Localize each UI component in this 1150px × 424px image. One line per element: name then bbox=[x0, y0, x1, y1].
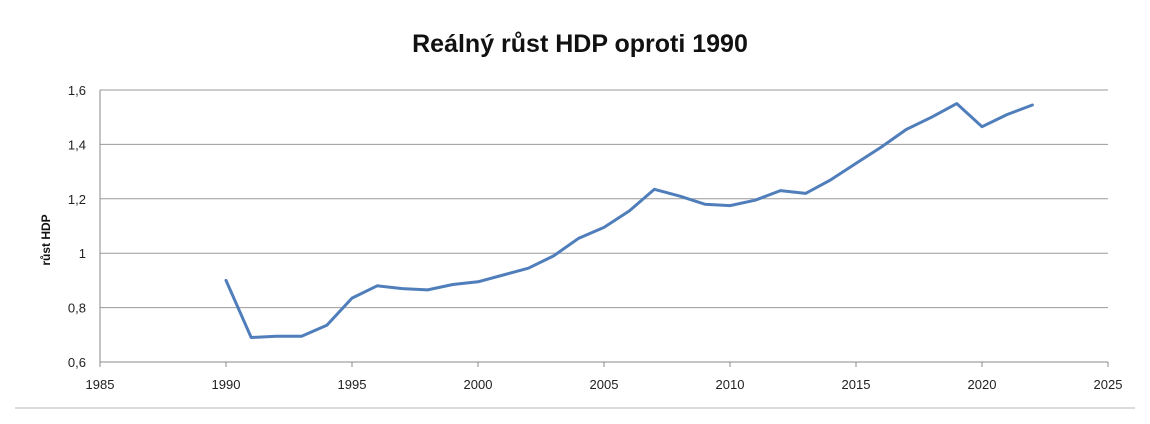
y-tick-label: 1 bbox=[79, 246, 86, 261]
x-tick-label: 2025 bbox=[1094, 377, 1123, 392]
x-tick-label: 1990 bbox=[212, 377, 241, 392]
x-tick-label: 1985 bbox=[86, 377, 115, 392]
series-line bbox=[224, 102, 1034, 339]
x-tick-label: 2015 bbox=[842, 377, 871, 392]
y-tick-label: 1,6 bbox=[68, 83, 86, 98]
y-tick-label: 0,6 bbox=[68, 355, 86, 370]
y-tick-label: 1,4 bbox=[68, 137, 86, 152]
x-tick-label: 2000 bbox=[464, 377, 493, 392]
x-tick-label: 2010 bbox=[716, 377, 745, 392]
y-tick-label: 1,2 bbox=[68, 192, 86, 207]
x-tick-label: 2020 bbox=[968, 377, 997, 392]
chart-title: Reálný růst HDP oproti 1990 bbox=[412, 30, 748, 58]
y-tick-label: 0,8 bbox=[68, 301, 86, 316]
x-tick-label: 1995 bbox=[338, 377, 367, 392]
x-tick-label: 2005 bbox=[590, 377, 619, 392]
